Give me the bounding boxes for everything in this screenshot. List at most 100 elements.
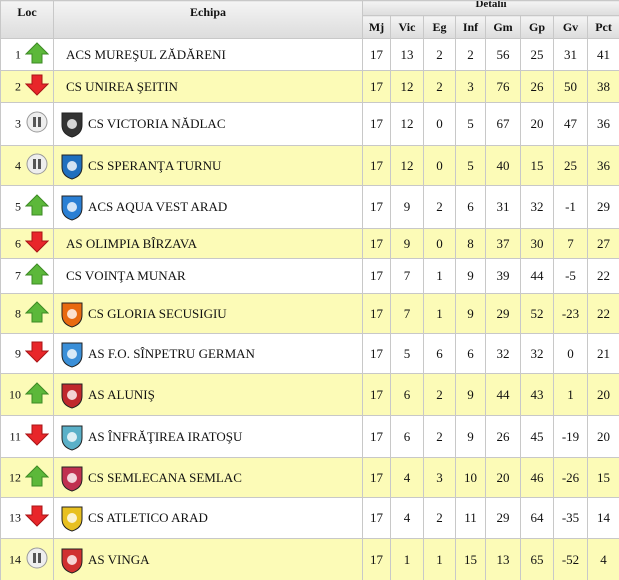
stat-cell: 44 [485,373,521,416]
header-cell: Echipa [53,0,363,39]
stat-cell: 3 [455,70,486,103]
stat-cell: 36 [586,102,619,146]
stat-cell: 5 [455,145,486,186]
loc-cell: 6 [0,228,54,259]
stat-cell: 21 [586,333,619,374]
stat-cell: 7 [390,293,424,334]
stat-cell: 52 [520,293,554,334]
trend-icon [25,110,49,138]
stat-cell: 29 [586,185,619,229]
loc-cell: 7 [0,258,54,294]
stat-cell: 46 [520,457,554,498]
header-cell: Loc [0,0,54,39]
team-name: AS F.O. SÎNPETRU GERMAN [88,345,255,361]
stat-cell: 17 [362,538,391,580]
table-row: 3 CS VICTORIA NĂDLAC 17 12 0 5 67 20 47 36 [0,102,619,146]
stat-cell: 29 [485,293,521,334]
header-cell: Pct [586,15,619,39]
stat-cell: 39 [485,258,521,294]
stat-cell: 17 [362,415,391,458]
stat-cell: 0 [423,102,456,146]
stat-cell: 32 [520,185,554,229]
stat-cell: 0 [423,228,456,259]
header-cell: Mj [362,15,391,39]
team-wrap: CS SPERANŢA TURNU [60,152,362,180]
team-logo [60,300,84,328]
table-row: 5 ACS AQUA VEST ARAD 17 9 2 6 31 32 -1 29 [0,185,619,229]
position: 5 [15,199,21,214]
table-row: 7 CS VOINŢA MUNAR 17 7 1 9 39 44 -5 22 [0,258,619,294]
stat-cell: 40 [485,145,521,186]
team-wrap: CS ATLETICO ARAD [60,504,362,532]
team-cell: CS GLORIA SECUSIGIU [53,293,363,334]
stat-cell: -26 [553,457,588,498]
stat-cell: 37 [485,228,521,259]
team-wrap: AS OLIMPIA BÎRZAVA [60,236,362,252]
stat-cell: 1 [553,373,588,416]
team-logo [60,504,84,532]
trend-icon [24,193,50,221]
stat-cell: 9 [455,258,486,294]
header-cell: Gp [520,15,554,39]
trend-icon [25,152,49,180]
team-cell: CS ATLETICO ARAD [53,497,363,539]
table-row: 4 CS SPERANŢA TURNU 17 12 0 5 40 15 25 36 [0,145,619,186]
stat-cell: 6 [455,333,486,374]
stat-cell: 43 [520,373,554,416]
stat-cell: 76 [485,70,521,103]
loc-cell: 13 [0,497,54,539]
stat-cell: 32 [485,333,521,374]
team-cell: CS VICTORIA NĂDLAC [53,102,363,146]
position: 14 [9,552,21,566]
loc-cell: 11 [0,415,54,458]
stat-cell: 17 [362,102,391,146]
team-wrap: AS VINGA [60,546,362,574]
stat-cell: 9 [390,185,424,229]
stat-cell: 67 [485,102,521,146]
team-name: ACS MUREŞUL ZĂDĂRENI [66,46,226,62]
loc-cell: 10 [0,373,54,416]
stat-cell: 2 [423,497,456,539]
team-name: AS ÎNFRĂŢIREA IRATOŞU [88,428,243,444]
stat-cell: 2 [423,70,456,103]
team-wrap: CS VOINŢA MUNAR [60,268,362,284]
stat-cell: 25 [553,145,588,186]
stat-cell: 31 [485,185,521,229]
stat-cell: 1 [423,293,456,334]
stat-cell: -52 [553,538,588,580]
stat-cell: 44 [520,258,554,294]
trend-icon [25,546,49,574]
header-cell: Inf [455,15,486,39]
stat-cell: 17 [362,185,391,229]
team-wrap: ACS AQUA VEST ARAD [60,193,362,221]
position: 12 [9,470,21,484]
trend-icon [24,230,50,258]
trend-icon [24,41,50,69]
trend-icon [24,262,50,290]
stat-cell: 15 [520,145,554,186]
stat-cell: 5 [455,102,486,146]
stat-cell: 27 [586,228,619,259]
team-cell: ACS AQUA VEST ARAD [53,185,363,229]
stat-cell: 17 [362,457,391,498]
stat-cell: 32 [520,333,554,374]
team-name: CS GLORIA SECUSIGIU [88,305,227,321]
position: 3 [15,116,21,131]
team-name: CS VOINŢA MUNAR [66,268,186,283]
stat-cell: 41 [586,38,619,71]
team-logo [60,546,84,574]
position: 10 [9,387,21,401]
team-wrap: CS VICTORIA NĂDLAC [60,110,362,138]
stat-cell: 15 [586,457,619,498]
stat-cell: 36 [586,145,619,186]
loc-cell: 14 [0,538,54,580]
stat-cell: 15 [455,538,486,580]
table-row: 9 AS F.O. SÎNPETRU GERMAN 17 5 6 6 32 32 0 21 [0,333,619,374]
team-cell: AS ÎNFRĂŢIREA IRATOŞU [53,415,363,458]
team-wrap: CS GLORIA SECUSIGIU [60,300,362,328]
header-cell: Gm [485,15,521,39]
table-row: 11 AS ÎNFRĂŢIREA IRATOŞU 17 6 2 9 26 45 -19 20 [0,415,619,458]
team-name: CS SPERANŢA TURNU [88,157,222,173]
stat-cell: 2 [423,185,456,229]
stat-cell: 9 [455,415,486,458]
